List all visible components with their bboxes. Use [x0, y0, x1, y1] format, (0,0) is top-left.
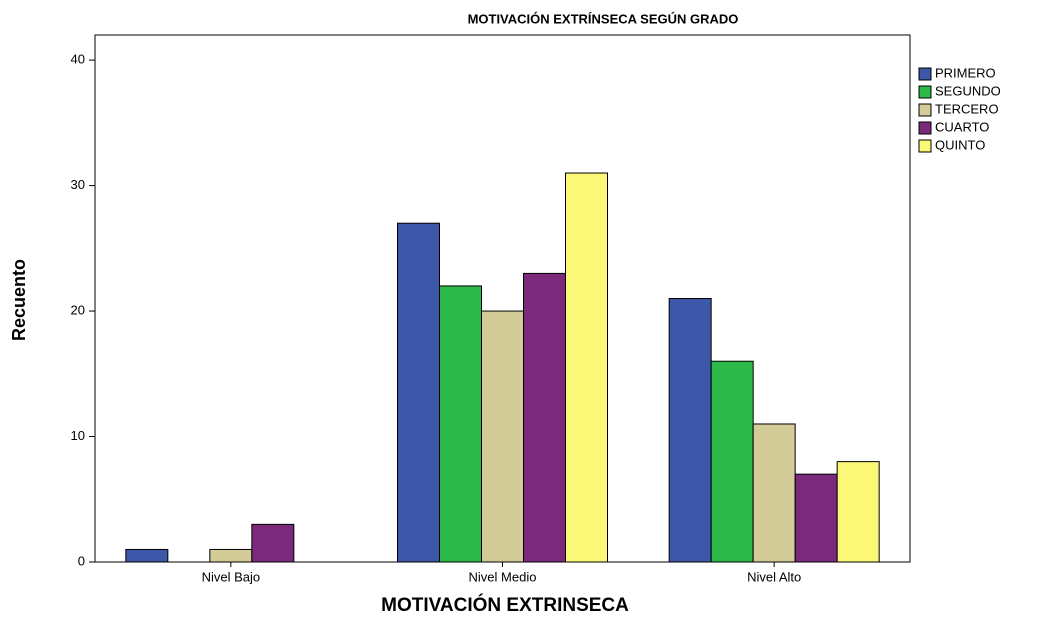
y-tick-label: 0 — [78, 553, 85, 568]
y-axis-label: Recuento — [9, 259, 29, 341]
legend-swatch — [918, 103, 932, 117]
bar — [710, 360, 754, 563]
bar — [481, 310, 524, 563]
bar — [752, 423, 796, 563]
bar — [523, 272, 566, 563]
legend-swatch — [918, 121, 932, 135]
y-tick-label: 20 — [71, 302, 85, 317]
x-tick-label: Nivel Alto — [747, 569, 801, 584]
bar — [439, 285, 482, 563]
bar — [836, 461, 880, 563]
x-axis-label: MOTIVACIÓN EXTRINSECA — [381, 594, 629, 616]
bar — [209, 548, 253, 563]
legend-label: SEGUNDO — [935, 83, 1001, 98]
bar — [251, 523, 295, 563]
y-tick-label: 30 — [71, 177, 85, 192]
y-tick-label: 40 — [71, 52, 85, 67]
legend-label: QUINTO — [935, 137, 985, 152]
legend-swatch — [918, 85, 932, 99]
x-tick-label: Nivel Bajo — [202, 569, 261, 584]
legend-label: TERCERO — [935, 101, 999, 116]
x-tick-label: Nivel Medio — [469, 569, 537, 584]
bar — [397, 222, 440, 563]
chart-title: MOTIVACIÓN EXTRÍNSECA SEGÚN GRADO — [468, 11, 739, 26]
bar — [565, 172, 608, 563]
legend-label: PRIMERO — [935, 65, 996, 80]
legend-swatch — [918, 67, 932, 81]
bar — [668, 298, 712, 563]
legend-swatch — [918, 139, 932, 153]
legend-label: CUARTO — [935, 119, 989, 134]
y-tick-label: 10 — [71, 428, 85, 443]
bar — [794, 473, 838, 563]
bar — [125, 548, 169, 563]
